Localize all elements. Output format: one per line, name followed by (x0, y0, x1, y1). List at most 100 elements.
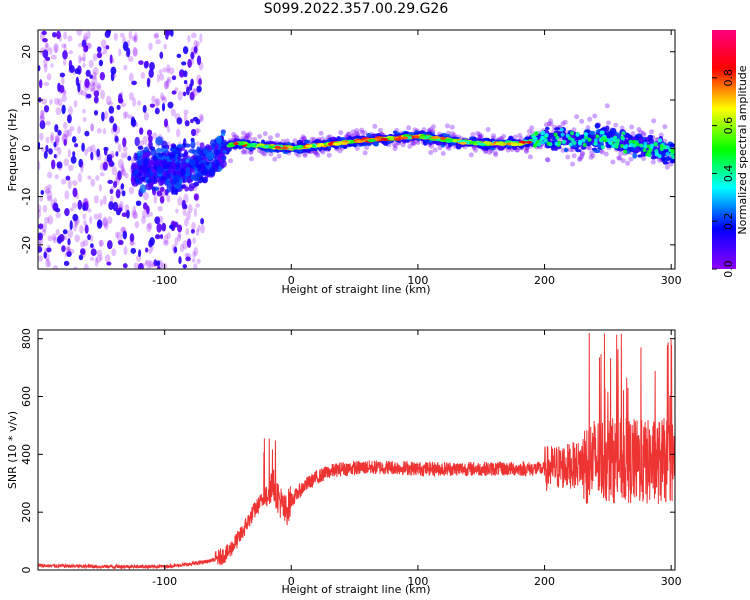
spectrogram-cell-645 (153, 33, 159, 39)
spectrogram-cell-625 (186, 238, 192, 248)
spectrogram-cell-2761 (663, 161, 669, 165)
spectrogram-cell-559 (112, 201, 119, 212)
spectrogram-cell-1158 (501, 133, 507, 139)
spectrogram-cell-271 (102, 195, 107, 205)
spectrogram-cell-3387 (540, 136, 545, 141)
spectrogram-cell-396 (119, 32, 125, 38)
spectrogram-cell-527 (47, 260, 52, 268)
spectrogram-cell-495 (43, 105, 50, 113)
spectrogram-cell-91 (190, 228, 195, 234)
spectrogram-cell-350 (73, 100, 78, 108)
spectrogram-cell-184 (190, 128, 197, 137)
spectrogram-cell-355 (63, 158, 70, 167)
spectrogram-cell-408 (89, 244, 95, 250)
spectrogram-cell-309 (52, 265, 59, 269)
spectrogram-cell-3378 (546, 141, 551, 146)
spectrogram-cell-580 (186, 210, 191, 221)
spectrogram-cell-2551 (590, 134, 597, 139)
spectrogram-cell-168 (45, 144, 49, 153)
spectrogram-cell-114 (99, 162, 106, 171)
spectrogram-cell-61 (142, 104, 147, 113)
spectrogram-cell-3311 (567, 136, 572, 141)
spectrogram-cell-519 (56, 161, 63, 169)
spectrogram-cell-426 (180, 71, 184, 79)
spectrogram-cell-213 (46, 247, 52, 253)
spectrogram-cell-1549 (628, 156, 634, 162)
spectrogram-cell-1106 (133, 169, 140, 175)
spectrogram-cell-579 (129, 233, 135, 243)
spectrogram-cell-332 (163, 43, 167, 50)
snr-ylabel: SNR (10 * v/v) (6, 411, 19, 489)
spectrogram-cell-1474 (565, 154, 571, 160)
spectrogram-cell-2605 (508, 135, 514, 142)
spectrogram-cell-31 (93, 213, 100, 220)
spectrogram-cell-136 (62, 121, 68, 130)
spectrogram-cell-609 (41, 110, 45, 116)
spectrogram-cell-1101 (135, 176, 141, 184)
spectrogram-cell-656 (121, 36, 127, 44)
spectrogram-cell-331 (39, 196, 44, 202)
spectrogram-cell-1586 (268, 151, 274, 157)
spectrogram-cell-1359 (526, 128, 532, 134)
spectrogram-cell-1242 (350, 129, 356, 135)
spectrogram-cell-1132 (177, 153, 186, 158)
spectrogram-cell-1087 (132, 182, 139, 187)
spectrogram-cell-648 (99, 199, 104, 207)
spectrogram-cell-113 (154, 216, 161, 225)
spectrogram-cell-657 (156, 190, 163, 197)
spectrogram-cell-180 (39, 120, 46, 130)
spectrogram-cell-498 (115, 151, 119, 157)
spectrogram-cell-395 (198, 78, 202, 86)
spectrogram-cell-571 (184, 253, 189, 258)
spectrogram-cell-1390 (589, 150, 595, 156)
spectrogram-cell-3360 (570, 138, 575, 142)
spectrogram-cell-552 (127, 39, 131, 47)
spectrogram-cell-313 (68, 105, 73, 116)
spectrogram-cell-1240 (415, 140, 421, 146)
spectrogram-cell-3277 (581, 138, 586, 143)
spectrogram-cell-548 (97, 220, 102, 227)
spectrogram-cell-162 (55, 138, 60, 147)
spectrogram-cell-642 (155, 260, 161, 267)
spectrogram-cell-510 (195, 228, 200, 237)
spectrogram-ytick-label-0: -20 (20, 236, 33, 254)
spectrogram-cell-590 (114, 177, 118, 185)
spectrogram-cell-450 (46, 171, 53, 179)
spectrogram-cell-3335 (612, 138, 617, 143)
spectrogram-cell-1202 (320, 149, 326, 155)
spectrogram-cell-1340 (599, 149, 605, 155)
spectrogram-cell-3385 (532, 138, 537, 143)
spectrogram-cell-485 (82, 198, 89, 207)
colorbar: 0.0 0.2 0.4 0.6 0.8 Normalized spectral ampl… (712, 30, 749, 278)
spectrogram-cell-157 (141, 210, 147, 219)
spectrogram-cell-266 (162, 240, 169, 246)
spectrogram-cell-394 (143, 111, 149, 121)
spectrogram-cell-3301 (623, 149, 628, 154)
spectrogram-cell-1070 (167, 152, 175, 157)
spectrogram-cell-606 (47, 184, 52, 190)
spectrogram-cell-211 (94, 257, 99, 267)
spectrogram-cell-2828 (609, 128, 617, 134)
spectrogram-cell-1119 (214, 149, 221, 155)
spectrogram-cell-582 (176, 53, 182, 59)
spectrogram-cell-176 (138, 140, 144, 148)
spectrogram-cell-1606 (636, 127, 642, 132)
spectrogram-cell-1583 (548, 121, 554, 127)
spectrogram-cell-47 (88, 59, 94, 69)
spectrogram-frame (37, 29, 676, 270)
spectrogram-cell-544 (163, 118, 169, 128)
spectrogram-cell-125 (166, 194, 171, 203)
spectrogram-cell-2802 (665, 156, 671, 162)
colorbar-tick-label-4: 0.8 (722, 69, 735, 87)
spectrogram-cell-661 (171, 90, 177, 95)
spectrogram-cell-1430 (625, 160, 631, 166)
spectrogram-cell-584 (89, 234, 94, 242)
spectrogram-cell-3327 (646, 144, 651, 149)
spectrogram-ytick-label-1: -10 (20, 188, 33, 206)
spectrogram-ylabel: Frequency (Hz) (6, 109, 19, 192)
spectrogram-cell-1723 (272, 156, 278, 162)
spectrogram-cell-3227 (354, 139, 364, 143)
spectrogram-cell-591 (169, 224, 174, 230)
spectrogram-cell-1226 (354, 128, 360, 134)
spectrogram-cell-470 (115, 175, 121, 185)
